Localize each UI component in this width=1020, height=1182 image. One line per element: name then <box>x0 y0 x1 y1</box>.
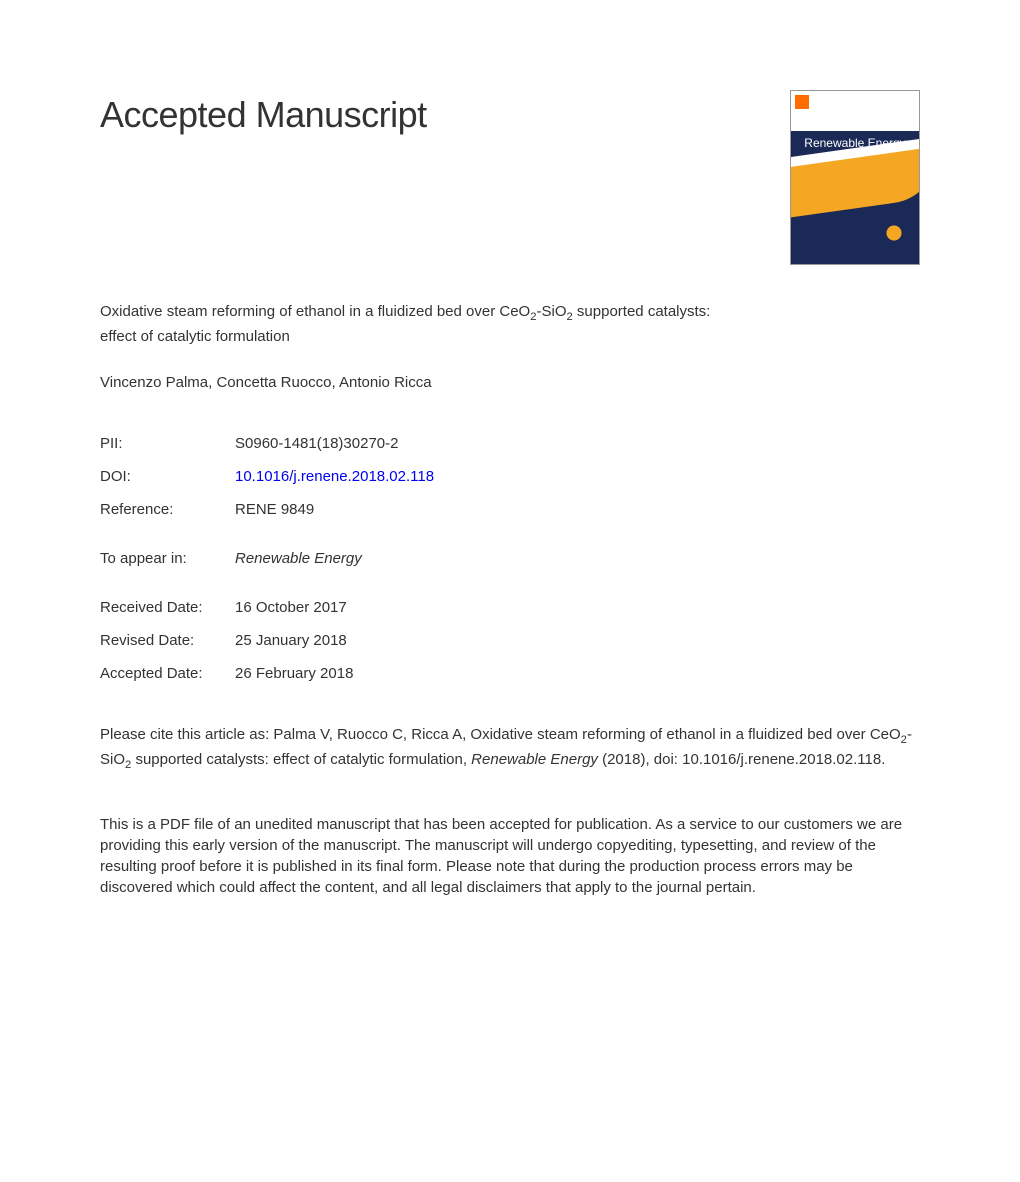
citation-year-doi: (2018), doi: 10.1016/j.renene.2018.02.11… <box>598 751 885 768</box>
citation-suffix-before: supported catalysts: effect of catalytic… <box>131 751 471 768</box>
revised-label: Revised Date: <box>100 630 235 651</box>
pii-label: PII: <box>100 433 235 454</box>
meta-row-accepted: Accepted Date: 26 February 2018 <box>100 663 920 684</box>
cover-wave-graphic <box>791 173 919 265</box>
article-title: Oxidative steam reforming of ethanol in … <box>100 301 740 348</box>
title-prefix: Oxidative steam reforming of ethanol in … <box>100 303 530 320</box>
accepted-value: 26 February 2018 <box>235 663 920 684</box>
spacer <box>100 581 920 597</box>
doi-label: DOI: <box>100 466 235 487</box>
meta-row-received: Received Date: 16 October 2017 <box>100 597 920 618</box>
revised-value: 25 January 2018 <box>235 630 920 651</box>
received-value: 16 October 2017 <box>235 597 920 618</box>
authors-line: Vincenzo Palma, Concetta Ruocco, Antonio… <box>100 372 920 393</box>
appear-value: Renewable Energy <box>235 548 920 569</box>
pii-value: S0960-1481(18)30270-2 <box>235 433 920 454</box>
citation-prefix: Please cite this article as: Palma V, Ru… <box>100 726 901 743</box>
header-row: Accepted Manuscript Renewable Energy AN … <box>100 90 920 265</box>
citation-text: Please cite this article as: Palma V, Ru… <box>100 724 920 774</box>
journal-cover-thumbnail: Renewable Energy AN INTERNATIONAL JOURNA… <box>790 90 920 265</box>
meta-row-appear: To appear in: Renewable Energy <box>100 548 920 569</box>
accepted-label: Accepted Date: <box>100 663 235 684</box>
reference-value: RENE 9849 <box>235 499 920 520</box>
sun-icon <box>881 220 907 246</box>
meta-row-reference: Reference: RENE 9849 <box>100 499 920 520</box>
spacer <box>100 532 920 548</box>
meta-row-pii: PII: S0960-1481(18)30270-2 <box>100 433 920 454</box>
elsevier-logo-icon <box>795 95 809 109</box>
appear-label: To appear in: <box>100 548 235 569</box>
meta-row-revised: Revised Date: 25 January 2018 <box>100 630 920 651</box>
doi-link[interactable]: 10.1016/j.renene.2018.02.118 <box>235 466 920 487</box>
title-mid: -SiO <box>537 303 567 320</box>
reference-label: Reference: <box>100 499 235 520</box>
citation-journal: Renewable Energy <box>471 751 598 768</box>
disclaimer-text: This is a PDF file of an unedited manusc… <box>100 814 920 898</box>
received-label: Received Date: <box>100 597 235 618</box>
cover-top-bar <box>791 91 919 131</box>
meta-row-doi: DOI: 10.1016/j.renene.2018.02.118 <box>100 466 920 487</box>
page-heading: Accepted Manuscript <box>100 90 427 140</box>
metadata-table: PII: S0960-1481(18)30270-2 DOI: 10.1016/… <box>100 433 920 684</box>
